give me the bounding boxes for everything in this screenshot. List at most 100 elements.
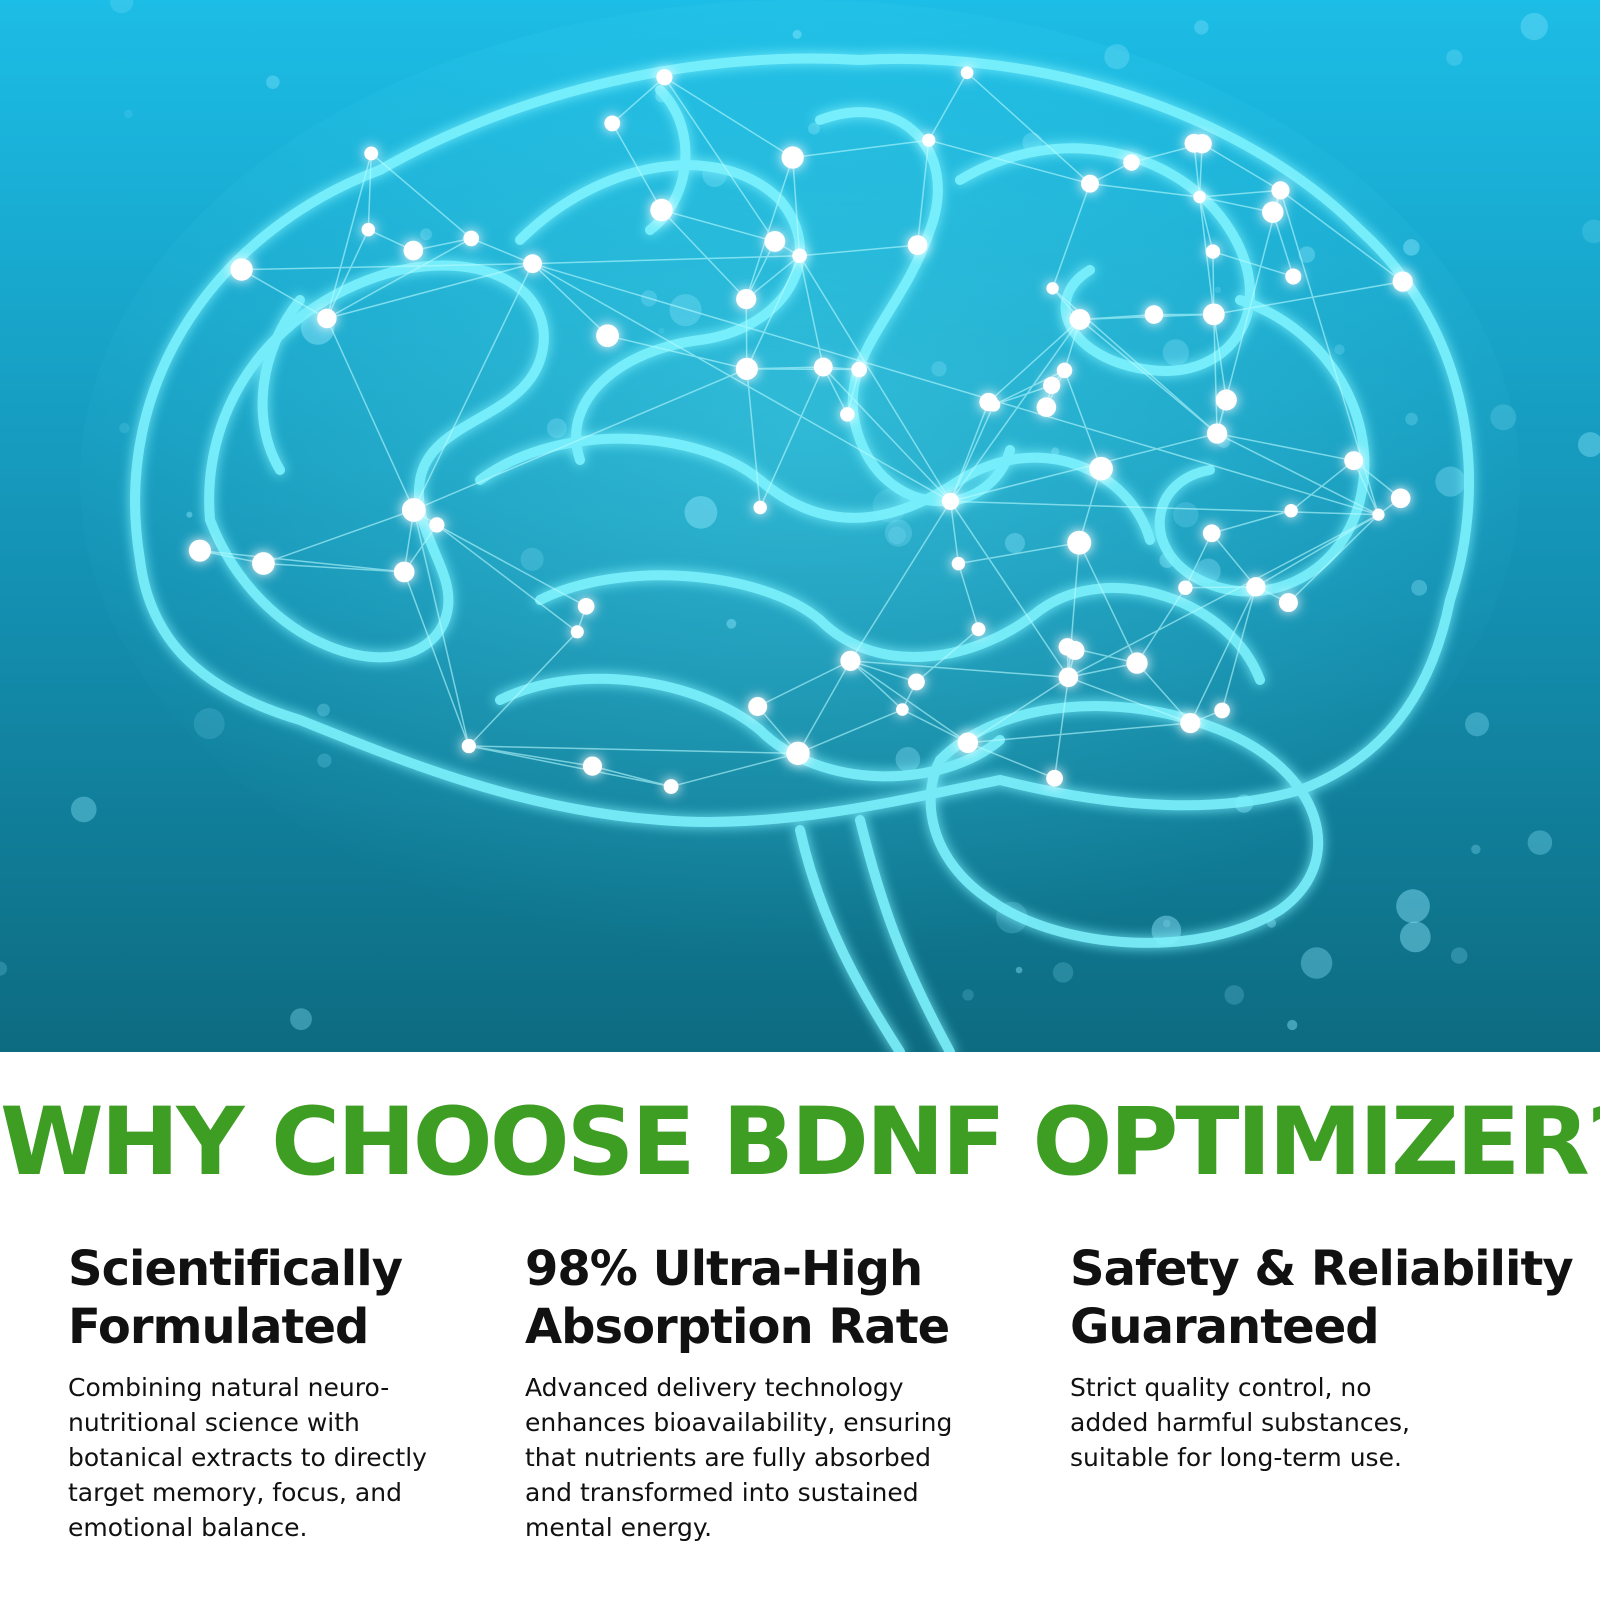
neural-link xyxy=(326,262,533,320)
glow-dot xyxy=(748,697,768,717)
neural-link xyxy=(902,708,969,744)
glow-dot xyxy=(684,495,718,529)
neural-link xyxy=(1078,542,1138,664)
glow-dot xyxy=(907,673,925,691)
neural-link xyxy=(950,500,1379,516)
glow-dot xyxy=(957,732,979,753)
glow-dot xyxy=(1450,947,1468,964)
neural-link xyxy=(1068,514,1379,678)
glow-dot xyxy=(1202,303,1225,326)
heading-line: Absorption Rate xyxy=(525,1299,950,1355)
glow-dot xyxy=(266,75,280,89)
glow-dot xyxy=(941,492,960,510)
glow-dot xyxy=(753,500,767,515)
neural-link xyxy=(326,318,415,511)
neural-link xyxy=(664,76,794,159)
neural-link xyxy=(367,153,372,230)
neural-link xyxy=(1221,586,1257,711)
glow-dot xyxy=(1262,201,1284,223)
neural-link xyxy=(413,237,472,252)
brain-image xyxy=(0,0,1600,1052)
neural-link xyxy=(413,263,534,511)
glow-dot xyxy=(119,422,130,434)
glow-dot xyxy=(1205,244,1221,259)
neural-link xyxy=(791,157,801,256)
glow-dot xyxy=(1520,12,1548,41)
glow-dot xyxy=(884,519,913,547)
glow-dot xyxy=(364,146,379,161)
neural-link xyxy=(1198,196,1214,252)
feature-column: 98% Ultra-High Absorption Rate Advanced … xyxy=(525,1240,975,1545)
glow-dot xyxy=(582,756,603,776)
neural-link xyxy=(799,244,918,257)
glow-dot xyxy=(895,746,921,772)
glow-dot xyxy=(577,597,595,615)
feature-heading: 98% Ultra-High Absorption Rate xyxy=(525,1240,975,1356)
glow-dot xyxy=(1390,488,1411,509)
glow-dot xyxy=(1180,712,1201,734)
glow-dot xyxy=(1067,530,1092,555)
glow-dot xyxy=(1193,190,1206,204)
glow-dot xyxy=(1015,966,1023,974)
neural-link xyxy=(436,524,587,607)
neural-link xyxy=(759,366,824,508)
glow-dot xyxy=(1446,49,1463,66)
neural-link xyxy=(850,660,969,744)
neural-link xyxy=(403,571,470,747)
neural-link xyxy=(949,500,1070,678)
neural-link xyxy=(670,752,799,788)
neural-link xyxy=(850,660,1069,679)
glow-dot xyxy=(1411,579,1428,596)
glow-dot xyxy=(1058,638,1077,656)
glow-dot xyxy=(1399,921,1431,953)
neural-link xyxy=(532,262,1379,516)
neural-link xyxy=(950,432,1218,503)
neural-link xyxy=(1212,250,1294,278)
neural-link xyxy=(745,241,776,300)
glow-dot xyxy=(110,0,134,14)
glow-dot xyxy=(1405,412,1418,426)
glow-dot xyxy=(656,69,673,86)
neural-link xyxy=(241,262,533,271)
neural-link xyxy=(1079,318,1218,435)
glow-dot xyxy=(1056,362,1073,379)
neural-link xyxy=(928,139,1091,185)
neural-link xyxy=(915,628,979,683)
neural-link xyxy=(745,255,801,300)
neural-link xyxy=(370,152,472,240)
glow-dot xyxy=(1582,219,1600,244)
neural-link xyxy=(797,708,903,755)
glow-dot xyxy=(1069,309,1091,330)
neural-link xyxy=(470,237,533,265)
glow-dot xyxy=(1527,830,1553,855)
neural-link xyxy=(1198,196,1215,315)
glow-dot xyxy=(1285,268,1302,285)
glow-dot xyxy=(604,115,621,132)
glow-dot xyxy=(960,66,974,80)
feature-heading: Scientifically Formulated xyxy=(68,1240,448,1356)
neural-link xyxy=(592,765,672,788)
glow-dot xyxy=(1206,423,1228,444)
glow-dot xyxy=(786,741,810,766)
neural-link xyxy=(1053,677,1070,779)
neural-link xyxy=(745,299,748,369)
neural-link xyxy=(1213,314,1228,401)
neural-link xyxy=(1136,587,1187,664)
neural-link xyxy=(611,123,663,211)
glow-dot xyxy=(1036,397,1057,418)
glow-dot xyxy=(1178,580,1193,595)
glow-dot xyxy=(1278,593,1298,613)
neural-link xyxy=(822,366,952,502)
neural-link xyxy=(1051,183,1091,289)
neural-link xyxy=(413,368,748,511)
glow-dot xyxy=(1192,134,1212,154)
neural-link xyxy=(663,76,776,242)
glow-dot xyxy=(1435,466,1466,497)
neural-link xyxy=(1201,143,1281,192)
neural-link xyxy=(1255,514,1379,588)
neural-link xyxy=(1272,211,1294,277)
glow-dot xyxy=(1471,844,1481,855)
glow-dot xyxy=(1271,181,1290,200)
glow-dot xyxy=(520,547,544,571)
